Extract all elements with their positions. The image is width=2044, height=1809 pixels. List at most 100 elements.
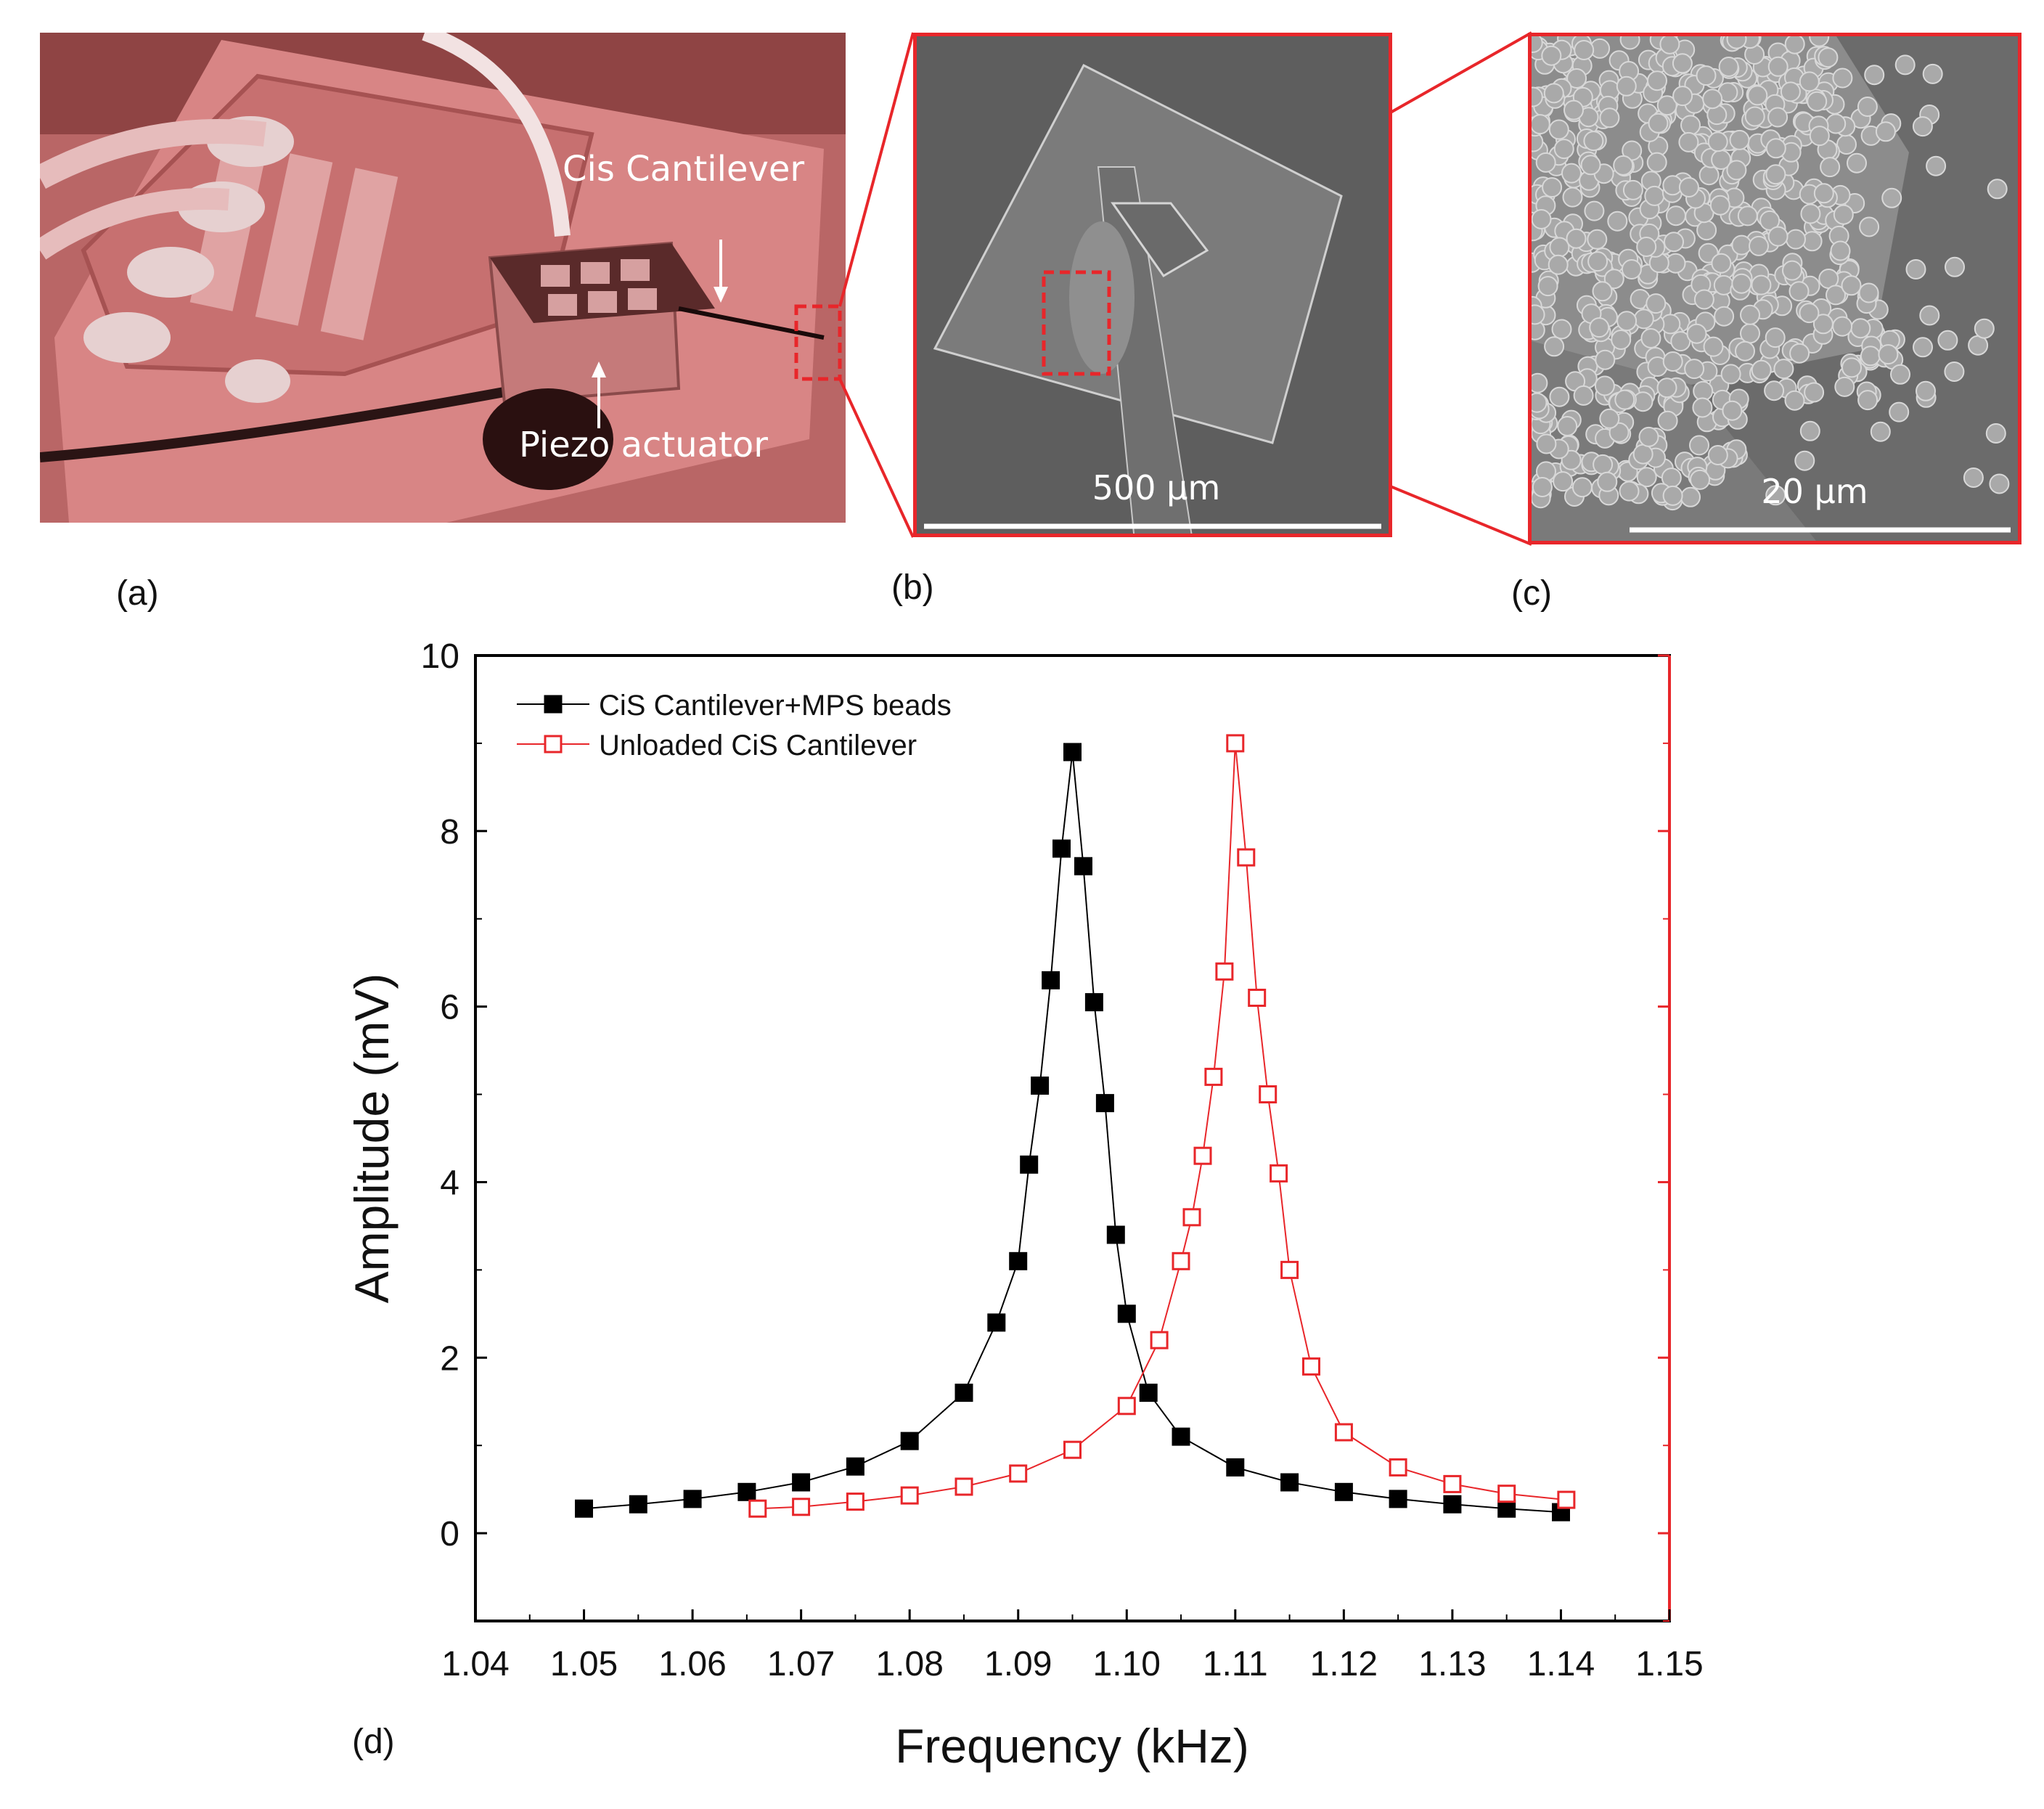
bead (1584, 200, 1605, 221)
data-point (1084, 993, 1103, 1012)
bead (1662, 485, 1683, 506)
bead (1603, 269, 1624, 290)
data-point (1215, 962, 1234, 981)
bead (1858, 282, 1879, 303)
bead (1678, 177, 1699, 197)
data-point (1226, 1458, 1245, 1477)
legend-marker (544, 735, 563, 754)
bead (1614, 389, 1635, 410)
data-point (792, 1473, 811, 1492)
x-tick-label: 1.12 (1310, 1645, 1378, 1683)
data-point (575, 1499, 593, 1518)
bead (1751, 274, 1772, 295)
bead (1789, 343, 1810, 364)
bead (1532, 209, 1552, 229)
bead (1692, 397, 1713, 418)
data-point (792, 1498, 811, 1516)
plot-area (474, 654, 1671, 1622)
data-point (1248, 989, 1267, 1007)
bead (1737, 205, 1758, 226)
bead (1926, 155, 1947, 176)
sem-beads-panel: 20 µm (1528, 33, 2021, 544)
series-layer (575, 734, 1576, 1522)
bead (1678, 131, 1699, 152)
bead (1562, 187, 1583, 208)
bead (1747, 85, 1768, 106)
bead (1864, 65, 1885, 86)
y-tick-label: 2 (440, 1339, 459, 1378)
y-tick-label: 10 (421, 637, 459, 676)
bead (1834, 376, 1855, 397)
data-point (683, 1490, 702, 1508)
bead (1881, 187, 1902, 208)
bead (1580, 155, 1601, 176)
bead (1784, 36, 1805, 54)
bead (1662, 351, 1683, 372)
bead (1551, 319, 1572, 340)
bead (1987, 179, 2008, 200)
y-tick-label: 4 (440, 1164, 459, 1202)
bead (1616, 75, 1637, 97)
bead (1818, 47, 1839, 68)
y-axis-label: Amplitude (mV) (345, 973, 398, 1304)
data-point (1389, 1458, 1407, 1477)
bead (1847, 152, 1867, 173)
bead (1619, 481, 1640, 502)
bead (1646, 293, 1667, 314)
bead (1751, 359, 1772, 380)
data-point (748, 1499, 767, 1518)
data-point (1150, 1331, 1169, 1349)
x-tick-label: 1.13 (1418, 1645, 1486, 1683)
data-point (1117, 1397, 1136, 1416)
data-point (1204, 1067, 1223, 1086)
bead (1782, 260, 1802, 281)
bead (1543, 83, 1564, 104)
bead (1841, 275, 1862, 296)
bead (1857, 390, 1879, 411)
bead (1826, 285, 1846, 306)
data-point (846, 1492, 864, 1511)
bead (1889, 401, 1910, 422)
bead (1912, 116, 1933, 137)
series-2 (748, 734, 1576, 1518)
bead (1595, 349, 1616, 370)
scalebar-label-b: 500 µm (1092, 468, 1221, 507)
annotation-piezo-actuator: Piezo actuator (519, 425, 768, 465)
x-tick-label: 1.07 (767, 1645, 835, 1683)
bead (1878, 344, 1899, 365)
x-tick-label: 1.09 (984, 1645, 1052, 1683)
photo-setup-image (40, 33, 846, 523)
bead (1833, 204, 1854, 225)
bead (1657, 410, 1678, 431)
bead (1894, 54, 1916, 75)
x-tick-label: 1.05 (550, 1645, 618, 1683)
bead (1749, 235, 1769, 256)
axis-ticks: 1.04 1.05 1.06 1.07 1.08 1.09 1.10 1.11 1.12 1.13… (421, 637, 1704, 1683)
bead (1599, 107, 1620, 128)
bead (1765, 138, 1786, 159)
bead (1767, 107, 1788, 128)
bead (1832, 68, 1853, 89)
data-point (1009, 1251, 1028, 1270)
bead (1809, 36, 1830, 47)
data-point (1139, 1384, 1158, 1402)
bead (1656, 95, 1677, 116)
bead (1773, 359, 1794, 380)
x-tick-label: 1.08 (875, 1645, 943, 1683)
bead (1870, 421, 1891, 442)
bead (1788, 281, 1810, 302)
x-tick-label: 1.14 (1527, 1645, 1595, 1683)
bead (1548, 119, 1569, 140)
bead (1841, 357, 1862, 378)
bead (1587, 229, 1608, 250)
bead (1535, 152, 1556, 173)
bead (1707, 445, 1728, 465)
bead (1807, 91, 1828, 112)
bead (1905, 259, 1926, 279)
data-point (1302, 1357, 1320, 1376)
bead (1549, 386, 1570, 407)
bead (1686, 323, 1707, 344)
bead (1944, 362, 1965, 382)
data-point (1031, 1077, 1050, 1095)
bead (1714, 306, 1735, 327)
